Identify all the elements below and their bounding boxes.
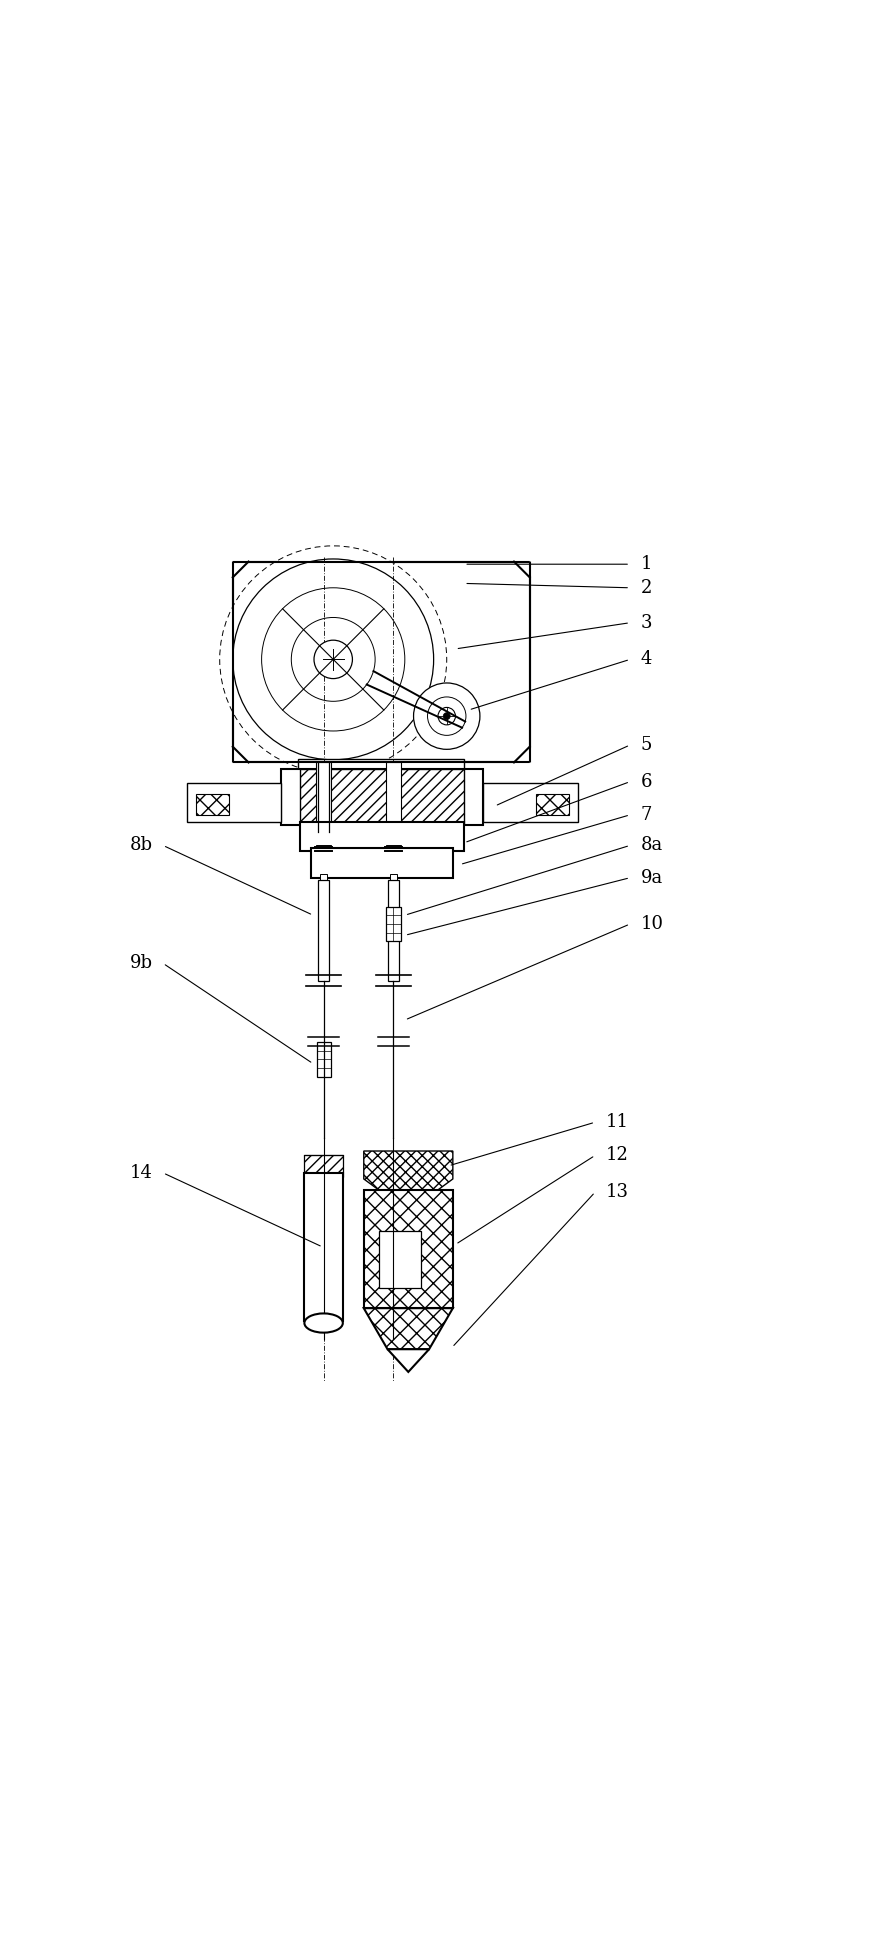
Bar	[304, 1155, 343, 1178]
Bar	[315, 762, 331, 832]
Text: 2: 2	[640, 579, 652, 597]
Text: 12: 12	[605, 1147, 629, 1164]
Text: 6: 6	[640, 772, 652, 791]
Bar	[388, 881, 399, 980]
Circle shape	[292, 618, 375, 702]
Polygon shape	[217, 762, 233, 778]
Bar	[315, 762, 331, 832]
Text: 14: 14	[130, 1164, 152, 1182]
Circle shape	[220, 546, 447, 774]
Text: 11: 11	[605, 1114, 629, 1131]
Text: 1: 1	[640, 556, 652, 573]
Bar	[484, 783, 577, 822]
Bar	[385, 762, 401, 832]
Bar	[300, 822, 464, 851]
Bar	[311, 848, 453, 877]
Ellipse shape	[304, 1314, 343, 1334]
Circle shape	[443, 713, 450, 719]
Polygon shape	[364, 1151, 453, 1192]
Bar	[390, 875, 397, 894]
Circle shape	[413, 682, 480, 748]
Text: 9a: 9a	[640, 869, 663, 886]
Bar	[299, 758, 464, 774]
Text: 5: 5	[640, 737, 652, 754]
Bar	[304, 1172, 343, 1322]
Bar	[281, 768, 484, 826]
Bar	[536, 793, 569, 815]
Bar	[385, 846, 401, 859]
Text: 13: 13	[605, 1184, 629, 1201]
Text: 9b: 9b	[130, 955, 152, 972]
Bar	[318, 851, 446, 875]
Bar	[233, 562, 530, 762]
Polygon shape	[530, 546, 546, 562]
Polygon shape	[364, 1308, 453, 1349]
Bar	[318, 881, 328, 980]
Text: 7: 7	[640, 807, 652, 824]
Bar	[315, 846, 331, 859]
Bar	[340, 772, 397, 789]
Bar	[379, 1231, 421, 1289]
Bar	[386, 906, 401, 941]
Circle shape	[262, 587, 405, 731]
Polygon shape	[387, 1349, 429, 1372]
Text: 10: 10	[640, 916, 664, 933]
Bar	[300, 768, 464, 826]
Text: 4: 4	[640, 651, 652, 669]
Polygon shape	[530, 762, 546, 778]
Bar	[316, 1042, 330, 1077]
Bar	[187, 783, 281, 822]
Circle shape	[233, 560, 434, 760]
Circle shape	[314, 640, 352, 678]
Circle shape	[438, 708, 456, 725]
Text: 3: 3	[640, 614, 652, 632]
Text: 8a: 8a	[640, 836, 663, 853]
Bar	[320, 875, 327, 894]
Polygon shape	[217, 546, 233, 562]
Circle shape	[427, 698, 466, 735]
Bar	[364, 1190, 453, 1308]
Bar	[300, 822, 464, 851]
Bar	[196, 793, 230, 815]
Text: 8b: 8b	[130, 836, 152, 853]
Bar	[385, 762, 401, 832]
